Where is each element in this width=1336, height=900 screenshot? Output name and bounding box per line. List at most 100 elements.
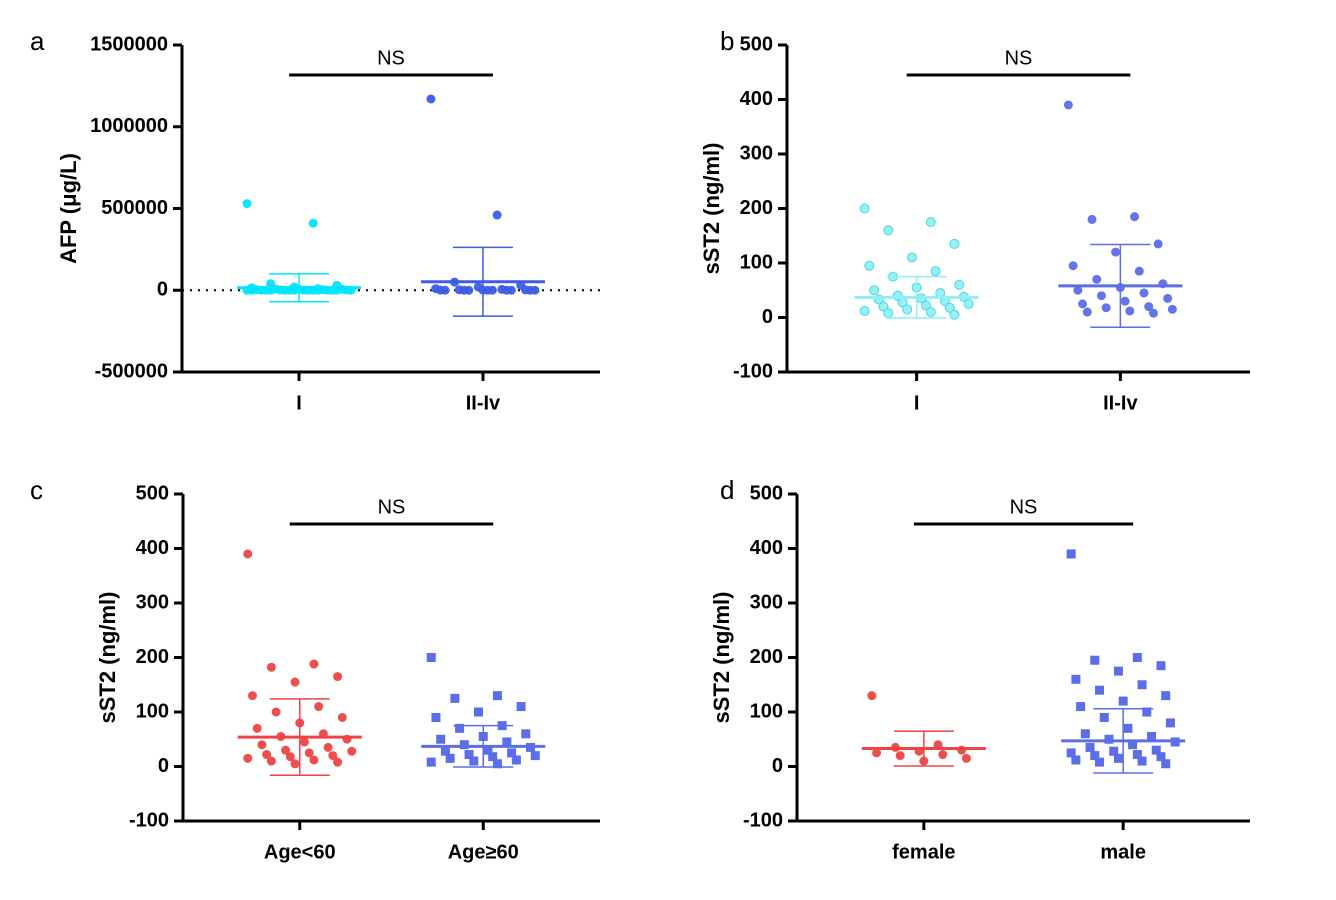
data-point [961,753,971,763]
data-point [1130,212,1140,222]
y-axis-label: sST2 (ng/ml) [709,591,734,723]
data-point [872,748,882,758]
y-tick-label: 200 [750,646,783,668]
data-point [883,225,894,236]
y-tick-label: -100 [743,809,783,831]
data-point [328,751,338,761]
data-point [1137,756,1147,766]
y-tick-label: 100 [750,700,783,722]
data-point [1113,666,1123,676]
data-point [1099,712,1109,722]
data-point [925,217,936,228]
data-point [1104,734,1114,744]
data-point [333,757,343,767]
y-axis-label: sST2 (ng/ml) [95,591,120,723]
data-point [938,750,948,760]
data-point [440,285,450,295]
data-point [1082,307,1092,317]
x-tick-label: male [1100,841,1146,863]
data-point [1092,274,1102,284]
data-point [906,252,917,263]
data-point [963,298,974,309]
data-point [1156,661,1166,671]
data-point [1087,214,1097,224]
y-tick-label: 400 [750,537,783,559]
data-point [1132,653,1142,662]
data-point [1085,742,1095,752]
data-point [347,746,357,756]
data-point [1096,291,1106,301]
data-point [1144,302,1154,312]
data-point [1123,723,1133,733]
x-tick-label: I [914,392,920,414]
data-point [271,707,281,717]
data-point [957,745,967,755]
data-point [1095,757,1105,767]
x-tick-label: Age<60 [264,841,336,863]
x-tick-label: I [296,392,302,414]
y-tick-label: -500000 [95,360,168,382]
y-tick-label: 300 [750,591,783,613]
data-point [1163,293,1173,303]
data-point [1161,759,1171,769]
data-point [252,723,262,733]
data-point [1113,753,1123,763]
data-point [281,745,291,755]
data-point [492,759,502,769]
x-tick-label: female [892,841,955,863]
x-tick-label: II-Iv [1103,392,1138,414]
data-point [299,737,309,747]
data-point [944,302,955,313]
data-point [247,691,257,701]
data-point [464,285,474,295]
data-point [459,740,469,750]
data-point [266,756,276,766]
data-point [1071,755,1081,765]
data-point [949,238,960,249]
data-point [488,752,498,762]
data-point [1073,285,1083,295]
data-point [869,285,880,296]
data-point [1120,296,1130,306]
data-point [507,748,517,758]
data-point [925,307,936,318]
data-point [308,218,318,228]
data-point [1078,299,1088,309]
panel: a -500000 0 500000 1000000 1500000 AFP (μg/L) I… [30,26,600,414]
panel: d -100 0 100 200 300 400 500 sST2 (ng/ml) female m… [709,475,1250,863]
y-tick-label: -100 [733,360,773,382]
data-point [1095,685,1105,695]
y-tick-label: 500 [750,482,783,504]
data-point [492,691,502,701]
y-tick-label: 100 [740,251,773,273]
y-tick-label: 0 [762,306,773,328]
data-point [530,751,540,761]
data-point [864,260,875,271]
data-point [859,305,870,316]
data-point [262,750,272,760]
data-point [314,702,324,712]
y-tick-label: 500 [740,33,773,55]
data-point [285,752,295,762]
data-point [1076,702,1086,712]
y-tick-label: 0 [158,755,169,777]
data-point [290,759,300,769]
data-point [290,677,300,687]
x-tick-label: Age≥60 [448,841,519,863]
panel: b -100 0 100 200 300 400 500 sST2 (ng/ml) I II-Iv N… [699,26,1250,414]
y-tick-label: 400 [136,537,169,559]
data-point [1132,750,1142,760]
panel-letter: d [720,475,734,505]
data-point [867,691,877,701]
data-point [450,693,460,703]
data-point [1128,740,1138,750]
data-point [304,748,314,758]
data-point [1090,751,1100,761]
data-point [242,199,252,209]
data-point [469,756,479,766]
data-point [323,742,333,752]
significance-label: NS [378,496,406,518]
data-point [930,266,941,277]
data-point [1153,239,1163,249]
